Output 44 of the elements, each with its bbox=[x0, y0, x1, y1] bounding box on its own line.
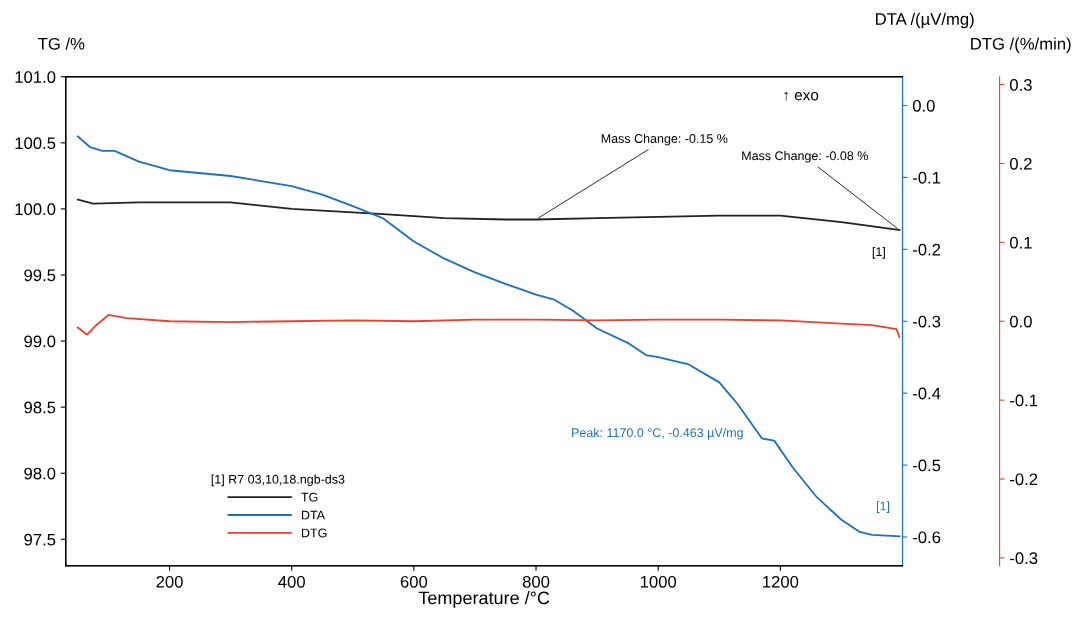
y-tick-label: 99.5 bbox=[24, 269, 56, 282]
y2-axis-title: DTA /(µV/mg) bbox=[876, 12, 974, 29]
y2-tick-label: -0.6 bbox=[912, 531, 941, 544]
x-tick-label: 1200 bbox=[763, 575, 799, 588]
y3-tick-label: -0.1 bbox=[1010, 394, 1038, 407]
x-tick-label: 800 bbox=[522, 575, 550, 588]
y-tick-label: 100.5 bbox=[15, 137, 56, 150]
y2-tick-label: -0.4 bbox=[912, 387, 941, 400]
y2-tick-label: -0.2 bbox=[912, 243, 941, 256]
x-tick-label: 400 bbox=[278, 575, 305, 588]
legend-label: DTA bbox=[301, 510, 326, 520]
x-tick-label: 200 bbox=[156, 575, 183, 588]
y3-tick-label: 0.2 bbox=[1009, 157, 1032, 170]
y-tick-label: 98.5 bbox=[24, 401, 56, 414]
legend-label: DTG bbox=[301, 528, 327, 538]
y3-tick-label: -0.2 bbox=[1010, 473, 1038, 486]
y-tick-label: 97.5 bbox=[24, 533, 56, 546]
annotation: Mass Change: -0.15 % bbox=[601, 133, 728, 146]
y3-tick-label: 0.0 bbox=[1009, 315, 1032, 328]
annotation: Peak: 1170.0 °C, -0.463 µV/mg bbox=[572, 427, 743, 440]
y2-tick-label: -0.3 bbox=[912, 315, 941, 328]
y3-tick-label: 0.1 bbox=[1009, 236, 1032, 249]
y-tick-label: 99.0 bbox=[24, 335, 56, 348]
annotation: [1] bbox=[872, 246, 885, 259]
y-tick-label: 101.0 bbox=[15, 71, 56, 83]
x-tick-label: 600 bbox=[400, 575, 428, 588]
y2-tick-label: -0.1 bbox=[912, 171, 941, 184]
annotation: Mass Change: -0.08 % bbox=[742, 150, 868, 163]
y3-tick-label: -0.3 bbox=[1010, 552, 1038, 565]
annotation: ↑ exo bbox=[784, 91, 819, 101]
x-axis-title: Temperature /°C bbox=[418, 591, 550, 608]
line-series bbox=[77, 314, 901, 338]
annotation: [1] bbox=[876, 501, 890, 513]
legend-label: TG bbox=[301, 492, 318, 502]
y2-tick-label: 0.0 bbox=[912, 99, 935, 112]
line-series bbox=[77, 198, 901, 231]
y-tick-label: 100.0 bbox=[15, 203, 56, 216]
x-tick-label: 1000 bbox=[640, 575, 677, 588]
y3-tick-label: 0.3 bbox=[1009, 79, 1032, 91]
legend-title: [1] R7 03,10,18.ngb-ds3 bbox=[211, 474, 345, 487]
y3-axis-title: DTG /(%/min) bbox=[971, 37, 1071, 53]
y-tick-label: 98.0 bbox=[24, 467, 56, 480]
y-axis-title: TG /% bbox=[38, 37, 85, 50]
y2-tick-label: -0.5 bbox=[912, 459, 941, 472]
